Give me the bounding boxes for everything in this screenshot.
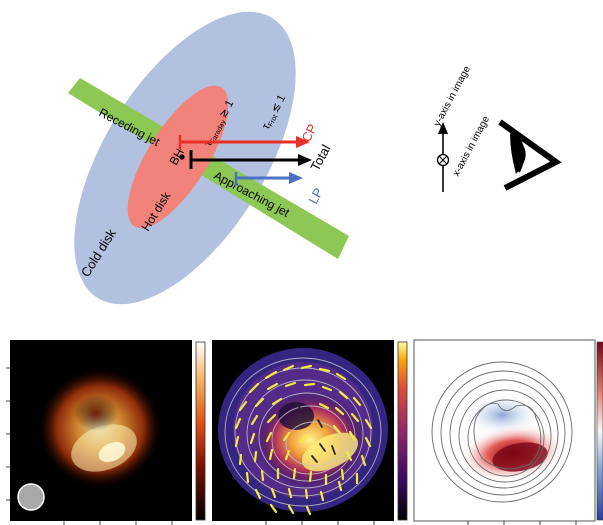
total-label: Total — [307, 142, 333, 173]
hot-disk — [127, 85, 229, 229]
evpa-ticks-dark — [295, 403, 336, 463]
total-arrow — [189, 150, 312, 169]
x-axis-label: x-axis in image — [451, 114, 492, 178]
total-intensity-panel — [6, 340, 206, 525]
colorbar-2 — [397, 341, 408, 521]
circular-polarization-panel — [413, 339, 603, 525]
colorbar-3 — [596, 341, 603, 521]
observer-axes — [436, 122, 450, 192]
black-hole-dot — [179, 154, 185, 160]
panel1-ticks — [6, 367, 173, 525]
jet-bar — [68, 78, 349, 259]
panel3-ticks — [467, 521, 577, 525]
panel2-ticks — [265, 521, 375, 525]
y-axis-label: y-axis in image — [432, 64, 473, 128]
evpa-ticks — [234, 364, 373, 516]
lp-label: LP — [305, 185, 326, 206]
eye-icon — [498, 119, 562, 191]
into-page-circle-icon — [436, 153, 450, 167]
linear-polarization-panel — [212, 340, 408, 525]
cp-label: CP — [298, 121, 320, 144]
beam-circle — [17, 483, 45, 511]
cp-arrow — [178, 135, 310, 150]
lp-arrow — [234, 172, 303, 186]
schematic: Receding jet Approaching jet Cold disk H… — [68, 11, 562, 305]
colorbar-1 — [195, 341, 206, 521]
panel3-contours — [431, 361, 573, 503]
